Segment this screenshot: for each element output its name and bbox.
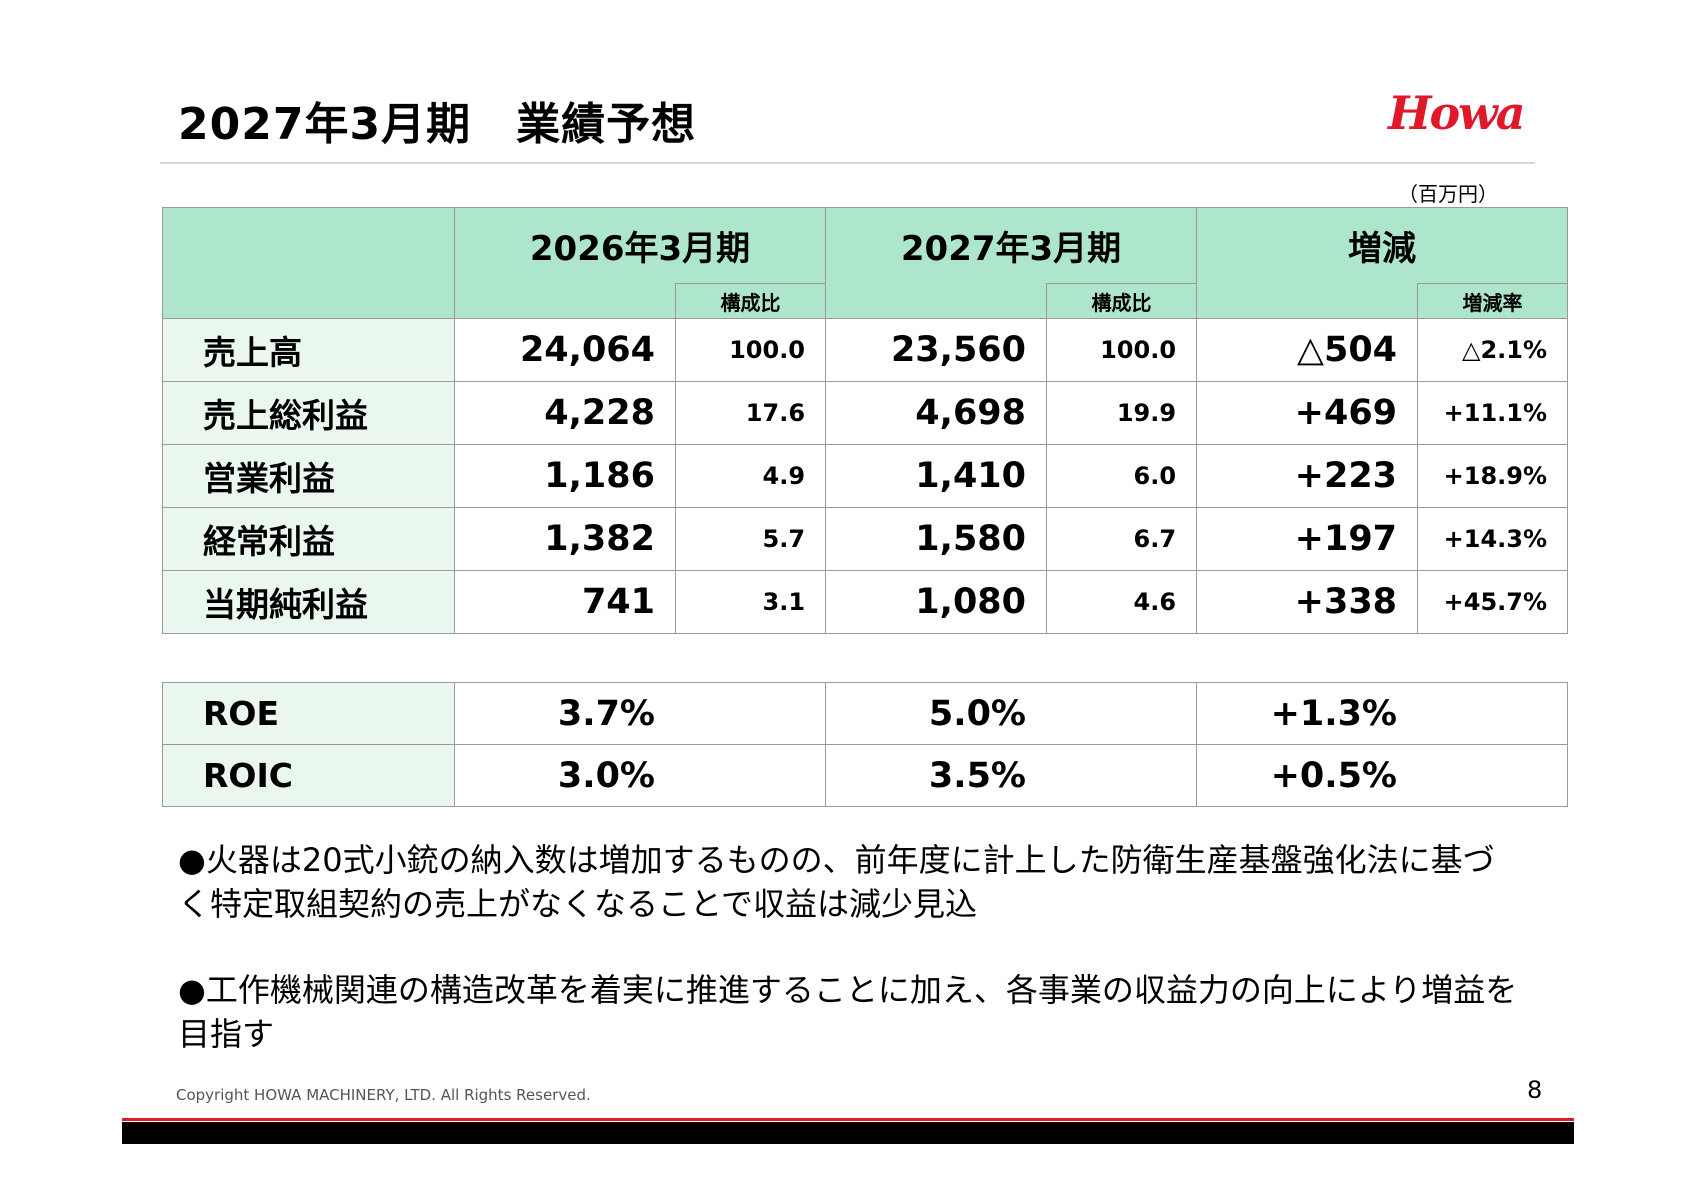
fy2026-value: 741 <box>454 570 676 634</box>
metrics-row: ROE 3.7% 5.0% +1.3% <box>162 682 1568 745</box>
metric-label: ROIC <box>162 744 455 807</box>
fy2027-value: 1,080 <box>825 570 1048 634</box>
change-rate: +18.9% <box>1417 444 1569 508</box>
metric-fy2026: 3.0% <box>454 744 826 807</box>
fy2026-ratio: 3.1 <box>674 570 827 634</box>
subheader-change-rate: 増減率 <box>1417 283 1569 319</box>
page-title: 2027年3月期 業績予想 <box>178 99 697 150</box>
fy2027-ratio: 100.0 <box>1046 318 1198 382</box>
metric-change: +0.5% <box>1196 744 1568 807</box>
fy2026-value: 1,186 <box>454 444 676 508</box>
table-subheader-row: 構成比 構成比 増減率 <box>163 283 1569 319</box>
table-row: 経常利益 1,382 5.7 1,580 6.7 +197 +14.3% <box>162 507 1569 571</box>
header-blank-cell <box>162 207 455 319</box>
copyright-text: Copyright HOWA MACHINERY, LTD. All Right… <box>176 1086 591 1104</box>
header-change: 増減 <box>1196 207 1569 284</box>
fy2027-ratio: 4.6 <box>1046 570 1198 634</box>
subheader-ratio-2026: 構成比 <box>674 283 827 319</box>
fy2026-ratio: 100.0 <box>674 318 827 382</box>
fy2026-ratio: 17.6 <box>674 381 827 445</box>
fy2026-value: 1,382 <box>454 507 676 571</box>
row-label: 当期純利益 <box>162 570 455 634</box>
howa-logo: Howa <box>1388 86 1526 140</box>
fy2027-ratio: 6.7 <box>1046 507 1198 571</box>
table-row: 営業利益 1,186 4.9 1,410 6.0 +223 +18.9% <box>162 444 1569 508</box>
change-value: +223 <box>1196 444 1419 508</box>
change-rate: +11.1% <box>1417 381 1569 445</box>
fy2027-value: 1,410 <box>825 444 1048 508</box>
fy2027-ratio: 6.0 <box>1046 444 1198 508</box>
fy2026-ratio: 4.9 <box>674 444 827 508</box>
metric-fy2027: 3.5% <box>825 744 1197 807</box>
footer-black-bar <box>122 1122 1574 1144</box>
title-divider <box>160 162 1535 164</box>
row-label: 経常利益 <box>162 507 455 571</box>
table-row: 売上総利益 4,228 17.6 4,698 19.9 +469 +11.1% <box>162 381 1569 445</box>
row-label: 売上総利益 <box>162 381 455 445</box>
subheader-empty <box>454 283 676 319</box>
change-value: +469 <box>1196 381 1419 445</box>
subheader-empty <box>825 283 1048 319</box>
forecast-table: 2026年3月期 2027年3月期 増減 構成比 構成比 増減率 売上高 24,… <box>162 207 1569 634</box>
unit-label: （百万円） <box>1398 182 1498 206</box>
metrics-table: ROE 3.7% 5.0% +1.3% ROIC 3.0% 3.5% +0.5% <box>162 682 1568 807</box>
table-header-row: 2026年3月期 2027年3月期 増減 <box>162 207 1569 319</box>
row-label: 売上高 <box>162 318 455 382</box>
subheader-empty <box>1196 283 1419 319</box>
table-row: 当期純利益 741 3.1 1,080 4.6 +338 +45.7% <box>162 570 1569 634</box>
fy2027-value: 1,580 <box>825 507 1048 571</box>
subheader-ratio-2027: 構成比 <box>1046 283 1198 319</box>
fy2026-value: 24,064 <box>454 318 676 382</box>
row-label: 営業利益 <box>162 444 455 508</box>
change-value: +338 <box>1196 570 1419 634</box>
header-fy2027: 2027年3月期 <box>825 207 1198 284</box>
change-value: △504 <box>1196 318 1419 382</box>
fy2026-ratio: 5.7 <box>674 507 827 571</box>
change-rate: +45.7% <box>1417 570 1569 634</box>
fy2026-value: 4,228 <box>454 381 676 445</box>
fy2027-ratio: 19.9 <box>1046 381 1198 445</box>
page-number: 8 <box>1527 1076 1543 1104</box>
metric-fy2026: 3.7% <box>454 682 826 745</box>
footer-red-line <box>122 1118 1574 1121</box>
table-row: 売上高 24,064 100.0 23,560 100.0 △504 △2.1% <box>162 318 1569 382</box>
change-rate: △2.1% <box>1417 318 1569 382</box>
metric-change: +1.3% <box>1196 682 1568 745</box>
fy2027-value: 23,560 <box>825 318 1048 382</box>
metric-label: ROE <box>162 682 455 745</box>
note-machine-tools: ●工作機械関連の構造改革を着実に推進することに加え、各事業の収益力の向上により増… <box>178 971 1518 1053</box>
metric-fy2027: 5.0% <box>825 682 1197 745</box>
change-value: +197 <box>1196 507 1419 571</box>
header-fy2026: 2026年3月期 <box>453 207 827 284</box>
metrics-row: ROIC 3.0% 3.5% +0.5% <box>162 744 1568 807</box>
fy2027-value: 4,698 <box>825 381 1048 445</box>
change-rate: +14.3% <box>1417 507 1569 571</box>
note-firearms: ●火器は20式小銃の納入数は増加するものの、前年度に計上した防衛生産基盤強化法に… <box>178 841 1495 923</box>
